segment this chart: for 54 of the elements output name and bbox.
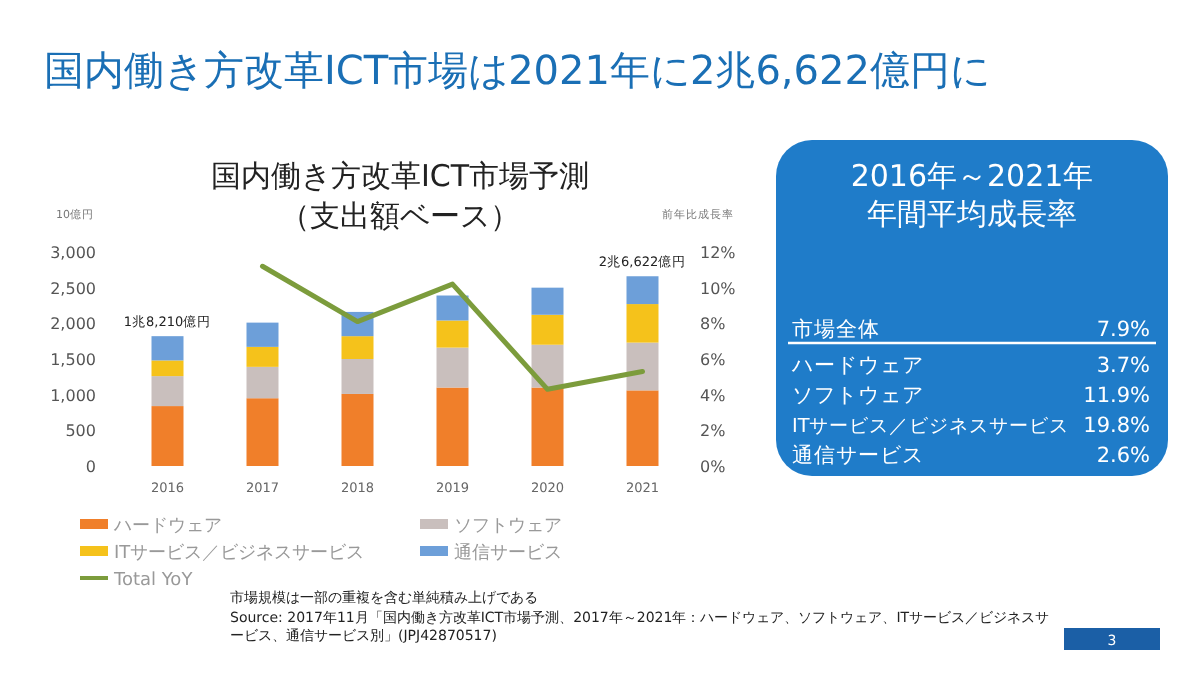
y2-tick-label: 2% — [700, 422, 727, 441]
bar — [151, 336, 184, 361]
bar — [246, 322, 279, 347]
legend-label: Total YoY — [112, 571, 194, 591]
y2-tick-label: 8% — [700, 315, 727, 334]
bar — [436, 347, 469, 388]
legend-label: ハードウェア — [112, 517, 222, 537]
text: 3.7% — [1096, 354, 1151, 378]
text: 19.8% — [1083, 414, 1151, 438]
text: 市場全体 — [792, 316, 880, 342]
legend-label: 通信サービス — [454, 542, 562, 564]
bar — [341, 393, 374, 466]
legend-label: ソフトウェア — [454, 517, 562, 537]
y-tick-label: 1,500 — [50, 351, 96, 369]
y2-tick-label: 12% — [700, 244, 737, 262]
bar — [626, 342, 659, 391]
text: 7.9% — [1096, 318, 1151, 342]
bar — [341, 359, 374, 394]
y-tick-label: 2,000 — [50, 315, 96, 334]
y2-tick-label: 0% — [700, 458, 727, 476]
bar — [531, 387, 564, 466]
text: ハードウェア — [790, 354, 924, 378]
y-tick-label: 2,500 — [50, 279, 96, 298]
y2-tick-label: 6% — [700, 351, 727, 369]
y-tick-label: 1,000 — [50, 386, 96, 405]
y2-tick-label: 10% — [700, 279, 737, 298]
y-tick-label: 3,000 — [50, 244, 96, 262]
bar — [151, 406, 184, 466]
bar — [246, 346, 279, 367]
legend-label: ITサービス／ビジネスサービス — [114, 542, 365, 564]
y-tick-label: 500 — [65, 422, 96, 441]
text: 2.6% — [1096, 444, 1151, 468]
y2-tick-label: 4% — [700, 386, 727, 405]
text: 11.9% — [1083, 384, 1151, 408]
bar — [151, 360, 184, 377]
text: ITサービス／ビジネスサービス — [792, 416, 1070, 438]
bar — [341, 336, 374, 359]
y-tick-label: 0 — [85, 458, 96, 476]
text: 通信サービス — [792, 442, 924, 468]
bar — [626, 304, 659, 343]
bar — [626, 390, 659, 466]
bar — [531, 287, 564, 315]
text: 国内働き方改革ICT市場は2021年に2兆6,622億円に — [44, 46, 990, 94]
bar — [436, 295, 469, 321]
bar — [531, 314, 564, 345]
bar — [246, 398, 279, 466]
bar — [436, 387, 469, 466]
bar — [626, 276, 659, 305]
chart-title: 国内働き方改革ICT市場予測（支出額ベース） — [210, 158, 590, 234]
bar — [436, 320, 469, 348]
bar — [246, 366, 279, 399]
text: 2016年～2021年年間平均成長率 — [850, 158, 1094, 232]
bar — [151, 376, 184, 407]
text: ソフトウェア — [792, 384, 924, 408]
